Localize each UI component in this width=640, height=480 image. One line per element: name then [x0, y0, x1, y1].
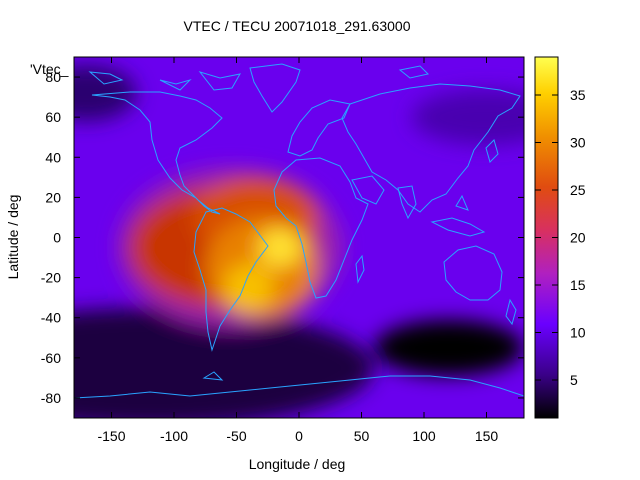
x-axis: -150 -100 -50 0 50 100 150	[97, 57, 498, 444]
colorbar-tick-label: 10	[570, 325, 586, 341]
colorbar-tick-label: 25	[570, 182, 586, 198]
x-tick-label: -50	[226, 428, 246, 444]
colorbar-tick-label: 30	[570, 135, 586, 151]
y-tick-label: 40	[45, 149, 61, 165]
y-tick-label: -60	[41, 350, 61, 366]
colorbar-tick-label: 20	[570, 230, 586, 246]
chart-title: VTEC / TECU 20071018_291.63000	[183, 18, 410, 34]
heatmap-fields	[74, 65, 524, 418]
x-tick-label: 100	[412, 428, 436, 444]
southern-low-band	[74, 307, 374, 418]
y-tick-label: -80	[41, 390, 61, 406]
y-axis-label: Latitude / deg	[5, 195, 21, 280]
colorbar-tick-label: 35	[570, 87, 586, 103]
y-tick-label: -40	[41, 310, 61, 326]
colorbar-tick-label: 15	[570, 277, 586, 293]
x-tick-label: 150	[475, 428, 499, 444]
y-tick-label: 60	[45, 109, 61, 125]
y-tick-label: 80	[45, 69, 61, 85]
x-axis-label: Longitude / deg	[249, 456, 346, 472]
y-tick-label: -20	[41, 270, 61, 286]
heatmap-area	[74, 57, 524, 418]
x-tick-label: -100	[160, 428, 188, 444]
y-tick-label: 20	[45, 189, 61, 205]
colorbar-ticks: 5 10 15 20 25 30 35	[535, 87, 586, 388]
x-tick-label: 50	[354, 428, 370, 444]
coastlines	[74, 63, 524, 418]
y-tick-label: 0	[53, 230, 61, 246]
y-axis: -80 -60 -40 -20 0 20 40 60 80	[41, 69, 524, 406]
colorbar-tick-label: 5	[570, 372, 578, 388]
x-tick-label: 0	[295, 428, 303, 444]
x-tick-label: -150	[97, 428, 125, 444]
equatorial-anomaly-peak	[257, 227, 303, 268]
southern-ocean-low	[374, 319, 524, 376]
northern-low	[411, 89, 524, 146]
legend-label: 'Vtec_	[30, 61, 69, 77]
south-america-peak	[224, 263, 274, 312]
